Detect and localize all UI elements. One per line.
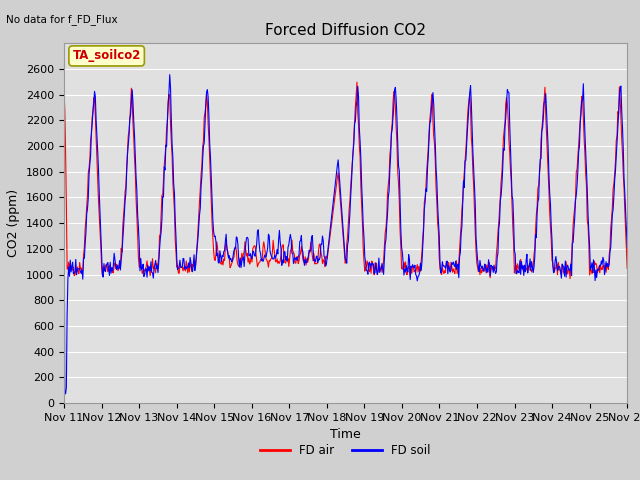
FD soil [60, 150, 68, 156]
FD soil [217, 253, 225, 259]
FD air [623, 265, 631, 271]
FD soil [71, 269, 79, 275]
Line: FD soil: FD soil [64, 74, 627, 394]
FD soil [166, 72, 173, 77]
FD soil [129, 98, 137, 104]
FD air [353, 79, 361, 85]
FD air [70, 273, 78, 278]
Legend: FD air, FD soil: FD air, FD soil [256, 440, 435, 462]
X-axis label: Time: Time [330, 429, 361, 442]
Text: TA_soilco2: TA_soilco2 [72, 49, 141, 62]
FD soil [623, 244, 631, 250]
FD air [566, 276, 574, 281]
Text: No data for f_FD_Flux: No data for f_FD_Flux [6, 14, 118, 25]
Y-axis label: CO2 (ppm): CO2 (ppm) [8, 189, 20, 257]
FD air [186, 269, 193, 275]
FD air [60, 85, 68, 91]
FD soil [61, 391, 69, 396]
FD soil [432, 166, 440, 171]
FD air [215, 259, 223, 264]
FD air [128, 97, 136, 103]
Line: FD air: FD air [64, 82, 627, 278]
Title: Forced Diffusion CO2: Forced Diffusion CO2 [265, 23, 426, 38]
FD soil [416, 270, 424, 276]
FD air [415, 264, 422, 269]
FD soil [187, 259, 195, 265]
FD air [431, 159, 439, 165]
